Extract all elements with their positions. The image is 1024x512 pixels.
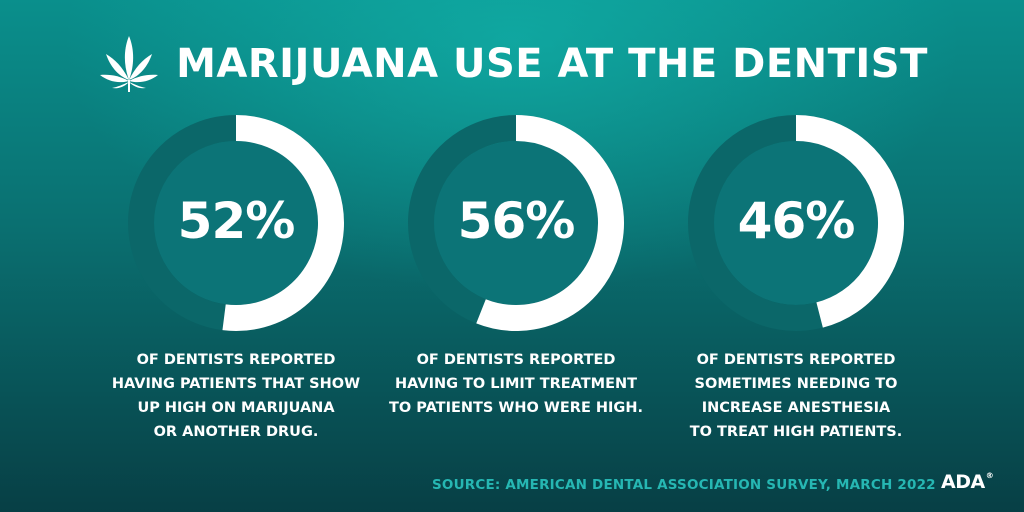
stat-description-2-line-1: OF DENTISTS REPORTED: [416, 352, 616, 368]
donut-center-2: [434, 141, 598, 305]
registered-mark: ®: [985, 471, 994, 480]
stat-card-1: 52% OF DENTISTS REPORTED HAVING PATIENTS…: [96, 112, 376, 442]
stat-value-2: 56%: [457, 192, 576, 250]
donut-center-3: [714, 141, 878, 305]
donut-ring-3: [688, 115, 904, 331]
stat-value-1: 52%: [177, 192, 296, 250]
ada-logo-text: ADA: [941, 471, 985, 493]
title-row: MARIJUANA USE AT THE DENTIST: [0, 34, 1024, 94]
stat-description-2: OF DENTISTS REPORTED HAVING TO LIMIT TRE…: [376, 348, 656, 420]
stat-description-1-line-2: HAVING PATIENTS THAT SHOW: [111, 376, 361, 392]
stat-description-3-line-1: OF DENTISTS REPORTED: [696, 352, 896, 368]
donut-arc-1: [222, 115, 344, 331]
donut-ring-2: [408, 115, 624, 331]
stat-card-2: 56% OF DENTISTS REPORTED HAVING TO LIMIT…: [376, 112, 656, 442]
page-title: MARIJUANA USE AT THE DENTIST: [176, 41, 928, 87]
donut-arc-2: [476, 115, 624, 331]
stat-description-1-line-4: OR ANOTHER DRUG.: [153, 424, 319, 440]
stat-description-2-line-3: TO PATIENTS WHO WERE HIGH.: [389, 400, 643, 416]
stat-description-1-line-3: UP HIGH ON MARIJUANA: [137, 400, 335, 416]
stat-description-3: OF DENTISTS REPORTED SOMETIMES NEEDING T…: [656, 348, 936, 444]
stat-card-3: 46% OF DENTISTS REPORTED SOMETIMES NEEDI…: [656, 112, 936, 442]
stat-description-3-line-3: INCREASE ANESTHESIA: [701, 400, 891, 416]
donut-ring-1: [128, 115, 344, 331]
stat-description-2-line-2: HAVING TO LIMIT TREATMENT: [394, 376, 638, 392]
donut-center-1: [154, 141, 318, 305]
ada-logo: ADA®: [941, 471, 994, 493]
stat-value-3: 46%: [737, 192, 856, 250]
stat-description-3-line-2: SOMETIMES NEEDING TO: [694, 376, 898, 392]
source-citation: SOURCE: AMERICAN DENTAL ASSOCIATION SURV…: [432, 477, 936, 493]
cannabis-leaf-icon: [100, 36, 159, 92]
stat-description-1-line-1: OF DENTISTS REPORTED: [136, 352, 336, 368]
stat-description-1: OF DENTISTS REPORTED HAVING PATIENTS THA…: [96, 348, 376, 444]
donut-arc-3: [795, 115, 904, 328]
stat-description-3-line-4: TO TREAT HIGH PATIENTS.: [689, 424, 903, 440]
